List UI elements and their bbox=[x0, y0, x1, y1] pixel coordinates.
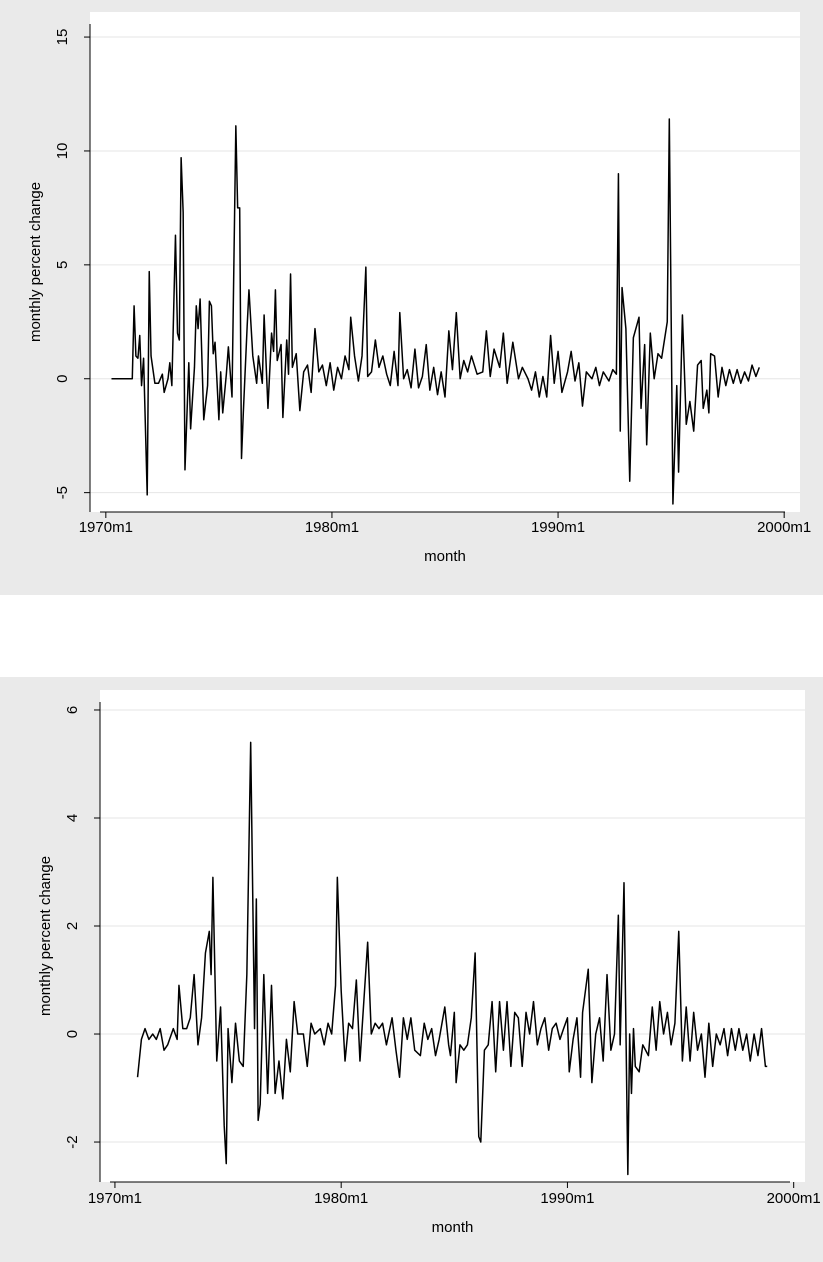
data-line bbox=[111, 118, 761, 505]
x-tick-label: 1990m1 bbox=[540, 1190, 594, 1207]
x-tick-label: 1970m1 bbox=[79, 519, 133, 536]
x-tick-label: 1980m1 bbox=[314, 1190, 368, 1207]
x-tick-label: 1970m1 bbox=[88, 1190, 142, 1207]
y-tick-label: -5 bbox=[54, 486, 71, 499]
x-axis-label: month bbox=[432, 1219, 474, 1236]
data-line bbox=[136, 741, 768, 1176]
x-axis-label: month bbox=[424, 548, 466, 565]
y-axis-label: monthly percent change bbox=[27, 182, 44, 342]
y-tick-label: 5 bbox=[54, 261, 71, 269]
y-tick-label: 2 bbox=[64, 922, 81, 930]
plot-area bbox=[90, 12, 800, 512]
y-tick-label: 10 bbox=[54, 143, 71, 160]
chart: -5 0 5 10 15 1970m1 1980m1 1990m1 2000m1 monthly … bbox=[0, 0, 823, 595]
chart: -2 0 2 4 6 1970m1 1980m1 1990m1 2000m1 monthly pe… bbox=[0, 677, 823, 1262]
y-tick-label: 0 bbox=[64, 1030, 81, 1038]
x-tick-label: 1980m1 bbox=[305, 519, 359, 536]
x-tick-label: 2000m1 bbox=[757, 519, 811, 536]
x-tick-label: 2000m1 bbox=[767, 1190, 821, 1207]
y-tick-label: 6 bbox=[64, 706, 81, 714]
y-axis-label: monthly percent change bbox=[37, 856, 54, 1016]
y-tick-label: 0 bbox=[54, 375, 71, 383]
plot-area bbox=[100, 690, 805, 1182]
y-tick-label: 4 bbox=[64, 814, 81, 822]
y-tick-label: 15 bbox=[54, 29, 71, 46]
y-tick-label: -2 bbox=[64, 1135, 81, 1148]
x-tick-label: 1990m1 bbox=[531, 519, 585, 536]
